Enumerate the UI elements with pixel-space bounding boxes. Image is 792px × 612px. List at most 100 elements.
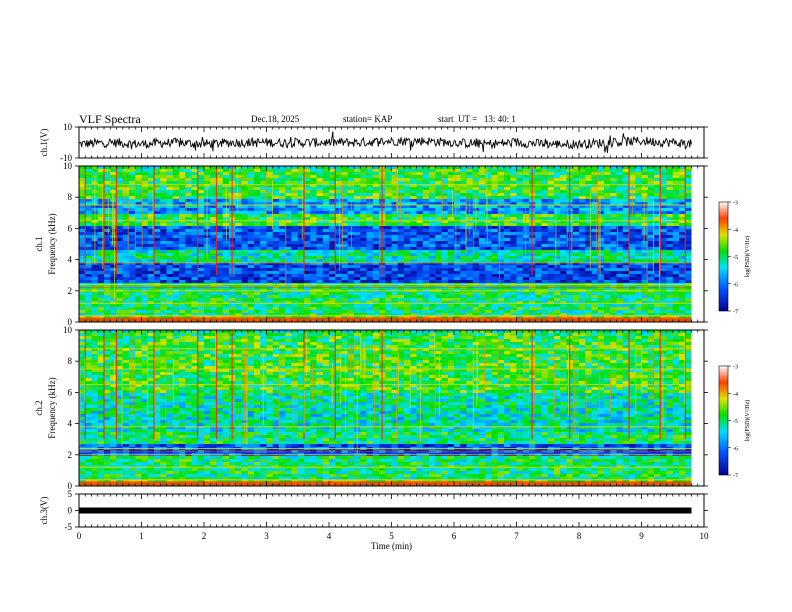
ch1-spectrogram-cell	[410, 193, 417, 197]
ch1-spectrogram-cell	[166, 187, 174, 191]
ch1-spectrogram-cell	[291, 208, 299, 212]
ch1-spectrogram-cell	[166, 217, 174, 221]
ch1-spectrogram-cell	[622, 229, 630, 233]
ch1-spectrogram-cell	[354, 211, 361, 215]
ch1-spectrogram-cell	[472, 256, 480, 260]
ch1-spectrogram-cell	[247, 178, 255, 182]
ch1-spectrogram-cell	[166, 166, 174, 170]
ch1-spectrogram-cell	[647, 235, 655, 239]
ch1-spectrogram-cell	[610, 214, 617, 218]
ch1-spectrogram-cell	[497, 181, 505, 185]
ch1-spectrogram-cell	[129, 298, 136, 302]
ch1-spectrogram-cell	[385, 166, 392, 170]
ch1-spectrogram-cell	[266, 256, 274, 260]
ch1-spectrogram-cell	[529, 307, 536, 311]
ch1-spectrogram-cell	[616, 217, 624, 221]
ch1-spectrogram-cell	[341, 313, 349, 317]
ch1-spectrogram-cell	[247, 265, 255, 269]
ch1-spectrogram-cell	[454, 262, 461, 266]
ch1-spectrogram-cell	[504, 307, 511, 311]
ch1-spectrogram-cell	[147, 232, 155, 236]
ch1-spectrogram-cell	[435, 271, 442, 275]
ch1-spectrogram-cell	[479, 196, 486, 200]
ch1-spectrogram-cell	[629, 229, 636, 233]
ch1-spectrogram-cell	[366, 229, 374, 233]
ch1-spectrogram-cell	[172, 184, 180, 188]
ch1-spectrogram-cell	[185, 232, 192, 236]
ch1-spectrogram-cell	[310, 304, 317, 308]
ch1-spectrogram-cell	[116, 238, 124, 242]
ch1-spectrogram-cell	[416, 175, 424, 179]
ch1-spectrogram-cell	[429, 166, 436, 170]
ch1-spectrogram-cell	[610, 244, 617, 248]
ch1-spectrogram-cell	[147, 211, 155, 215]
ch1-spectrogram-cell	[441, 313, 449, 317]
ch1-spectrogram-cell	[97, 250, 105, 254]
ch1-spectrogram-cell	[647, 259, 655, 263]
ch1-spectrogram-cell	[604, 199, 611, 203]
ch1-spectrogram-cell	[197, 280, 205, 284]
ch1-spectrogram-cell	[166, 271, 174, 275]
ch1-spectrogram-cell	[404, 307, 411, 311]
ch1-spectrogram-cell	[497, 220, 505, 224]
ch1-spectrogram-cell	[166, 277, 174, 281]
ch1-spectrogram-cell	[622, 250, 630, 254]
ch1-spectrogram-cell	[260, 310, 267, 314]
ch1-spectrogram-cell	[535, 304, 542, 308]
ch1-spectrogram-cell	[397, 193, 405, 197]
ch1-spectrogram-cell	[535, 169, 542, 173]
ch1-spectrogram-cell	[147, 181, 155, 185]
ch1-spectrogram-cell	[210, 232, 217, 236]
ch1-spectrogram-cell	[647, 271, 655, 275]
ch1-spectrogram-cell	[641, 301, 649, 305]
ch1-spectrogram-cell	[641, 196, 649, 200]
ch1-spectrogram-cell	[160, 301, 167, 305]
ch1-spectrogram-cell	[372, 181, 380, 185]
ch1-spectrogram-cell	[266, 304, 274, 308]
ch1-spectrogram-cell	[85, 247, 92, 251]
ch1-spectrogram-cell	[335, 250, 342, 254]
ch1-spectrogram-cell	[172, 193, 180, 197]
ch1-spectrogram-cell	[547, 226, 555, 230]
ch1-spectrogram-cell	[354, 208, 361, 212]
ch1-spectrogram-cell	[91, 172, 99, 176]
ch1-spectrogram-cell	[266, 241, 274, 245]
ch1-spectrogram-cell	[429, 244, 436, 248]
ch1-spectrogram-cell	[547, 265, 555, 269]
ch1-spectrogram-cell	[254, 196, 261, 200]
ch1-spectrogram-cell	[447, 256, 455, 260]
ch1-spectrogram-cell	[97, 181, 105, 185]
ch1-spectrogram-cell	[504, 199, 511, 203]
ch1-spectrogram-cell	[635, 235, 642, 239]
ch1-spectrogram-cell	[410, 238, 417, 242]
ch1-spectrogram-cell	[491, 211, 499, 215]
ch1-spectrogram-cell	[354, 232, 361, 236]
ch1-spectrogram-cell	[154, 295, 161, 299]
ch1-spectrogram-cell	[610, 238, 617, 242]
ch1-spectrogram-cell	[160, 292, 167, 296]
ch1-spectrogram-cell	[572, 166, 580, 170]
ch1-spectrogram-cell	[591, 166, 599, 170]
ch1-spectrogram-cell	[535, 253, 542, 257]
ch1-spectrogram-cell	[547, 214, 555, 218]
ch1-spectrogram-cell	[141, 271, 149, 275]
ch1-spectrogram-cell	[372, 196, 380, 200]
ch1-spectrogram-cell	[597, 175, 605, 179]
ch1-spectrogram-cell	[222, 259, 230, 263]
ch1-spectrogram-cell	[122, 217, 130, 221]
ch1-spectrogram-cell	[272, 310, 280, 314]
ch1-spectrogram-cell	[191, 226, 199, 230]
ch1-spectrogram-cell	[135, 202, 142, 206]
ch1-spectrogram-cell	[322, 235, 330, 239]
ch1-spectrogram-cell	[347, 262, 355, 266]
ch1-spectrogram-cell	[172, 172, 180, 176]
ch1-spectrogram-cell	[466, 187, 474, 191]
ch1-spectrogram-cell	[460, 253, 467, 257]
ch1-spectrogram-cell	[585, 301, 592, 305]
ch1-spectrogram-cell	[310, 301, 317, 305]
ch1-spectrogram-cell	[235, 280, 242, 284]
ch1-spectrogram-cell	[279, 166, 286, 170]
ch1-spectrogram-cell	[241, 205, 249, 209]
ch1-spectrogram-cell	[260, 196, 267, 200]
ch1-spectrogram-cell	[229, 280, 236, 284]
